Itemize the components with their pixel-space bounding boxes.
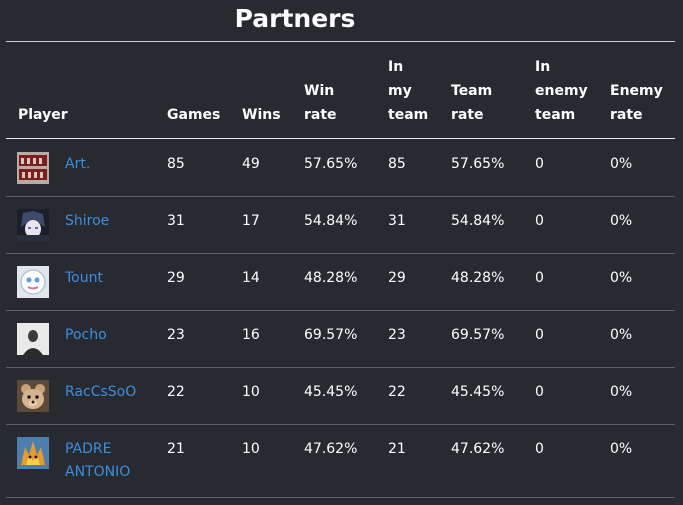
player-link[interactable]: Pocho — [65, 327, 107, 343]
in-my-team-value: 29 — [388, 270, 406, 286]
team-rate-value: 47.62% — [451, 441, 505, 457]
enemy-rate-value: 0% — [610, 384, 633, 400]
win-rate-value: 69.57% — [304, 327, 358, 343]
row-divider — [6, 196, 675, 197]
in-enemy-team-value: 0 — [535, 441, 544, 457]
enemy-rate-value: 0% — [610, 213, 633, 229]
row-divider — [6, 367, 675, 368]
win-rate-value: 54.84% — [304, 213, 358, 229]
team-rate-value: 45.45% — [451, 384, 505, 400]
team-rate-value: 48.28% — [451, 270, 505, 286]
in-my-team-value: 21 — [388, 441, 406, 457]
header-divider — [6, 138, 675, 139]
win-rate-value: 48.28% — [304, 270, 358, 286]
header-in-my-team: In my team — [388, 59, 429, 123]
player-link[interactable]: RacCsSoO — [65, 384, 137, 400]
header-team-rate: Team rate — [451, 83, 493, 123]
row-divider — [6, 253, 675, 254]
games-value: 29 — [167, 270, 185, 286]
in-enemy-team-value: 0 — [535, 213, 544, 229]
wins-value: 10 — [242, 441, 260, 457]
in-enemy-team-value: 0 — [535, 270, 544, 286]
header-enemy-rate: Enemy rate — [610, 83, 663, 123]
win-rate-value: 45.45% — [304, 384, 358, 400]
team-rate-value: 69.57% — [451, 327, 505, 343]
win-rate-value: 47.62% — [304, 441, 358, 457]
row-divider — [6, 310, 675, 311]
anime-character-avatar — [17, 209, 49, 241]
feel-pain-avatar — [17, 152, 49, 184]
games-value: 22 — [167, 384, 185, 400]
games-value: 85 — [167, 156, 185, 172]
games-value: 31 — [167, 213, 185, 229]
in-enemy-team-value: 0 — [535, 156, 544, 172]
header-win-rate: Win rate — [304, 83, 337, 123]
in-my-team-value: 31 — [388, 213, 406, 229]
team-rate-value: 57.65% — [451, 156, 505, 172]
row-divider — [6, 497, 675, 498]
title-divider — [6, 41, 675, 42]
in-enemy-team-value: 0 — [535, 384, 544, 400]
fire-creature-avatar — [17, 437, 49, 469]
row-divider — [6, 424, 675, 425]
enemy-rate-value: 0% — [610, 441, 633, 457]
in-enemy-team-value: 0 — [535, 327, 544, 343]
games-value: 23 — [167, 327, 185, 343]
player-link[interactable]: Shiroe — [65, 213, 110, 229]
cartoon-face-avatar — [17, 266, 49, 298]
enemy-rate-value: 0% — [610, 270, 633, 286]
games-value: 21 — [167, 441, 185, 457]
player-link[interactable]: PADRE ANTONIO — [65, 441, 131, 480]
win-rate-value: 57.65% — [304, 156, 358, 172]
wins-value: 10 — [242, 384, 260, 400]
header-wins: Wins — [242, 107, 281, 123]
wins-value: 16 — [242, 327, 260, 343]
wins-value: 17 — [242, 213, 260, 229]
wins-value: 49 — [242, 156, 260, 172]
wins-value: 14 — [242, 270, 260, 286]
enemy-rate-value: 0% — [610, 327, 633, 343]
player-link[interactable]: Tount — [65, 270, 103, 286]
header-in-enemy-team: In enemy team — [535, 59, 588, 123]
in-my-team-value: 23 — [388, 327, 406, 343]
teddy-bear-avatar — [17, 380, 49, 412]
page-title: Partners — [234, 4, 356, 33]
in-my-team-value: 85 — [388, 156, 406, 172]
enemy-rate-value: 0% — [610, 156, 633, 172]
portrait-photo-avatar — [17, 323, 49, 355]
team-rate-value: 54.84% — [451, 213, 505, 229]
header-player: Player — [18, 107, 68, 123]
player-link[interactable]: Art. — [65, 156, 91, 172]
in-my-team-value: 22 — [388, 384, 406, 400]
header-games: Games — [167, 107, 221, 123]
